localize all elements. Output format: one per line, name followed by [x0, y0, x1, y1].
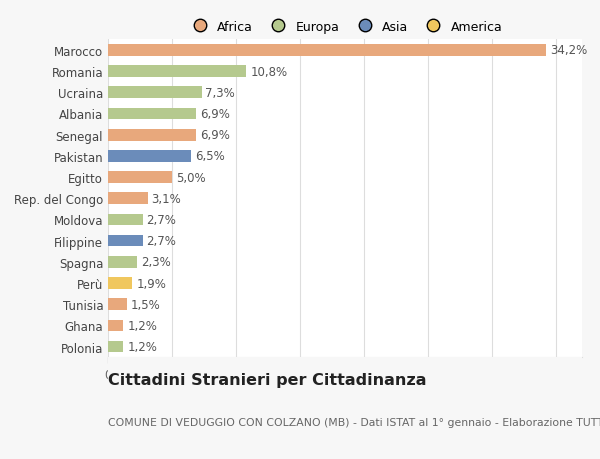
Text: 5,0%: 5,0%	[176, 171, 206, 184]
Bar	[108, 257, 137, 268]
Bar	[108, 172, 172, 184]
Text: Cittadini Stranieri per Cittadinanza: Cittadini Stranieri per Cittadinanza	[108, 372, 427, 387]
Bar	[108, 299, 127, 310]
Bar	[108, 214, 143, 226]
Text: 6,5%: 6,5%	[195, 150, 225, 163]
Bar	[108, 45, 546, 56]
Text: 1,2%: 1,2%	[127, 341, 157, 353]
Bar	[108, 193, 148, 205]
Text: 2,7%: 2,7%	[146, 213, 176, 226]
Bar	[108, 151, 191, 162]
Text: 1,5%: 1,5%	[131, 298, 161, 311]
Text: 1,9%: 1,9%	[136, 277, 166, 290]
Text: 6,9%: 6,9%	[200, 108, 230, 121]
Bar	[108, 341, 124, 353]
Text: 34,2%: 34,2%	[550, 45, 587, 57]
Text: 2,7%: 2,7%	[146, 235, 176, 247]
Text: 6,9%: 6,9%	[200, 129, 230, 142]
Bar	[108, 129, 196, 141]
Bar	[108, 87, 202, 99]
Text: 10,8%: 10,8%	[250, 66, 287, 78]
Legend: Africa, Europa, Asia, America: Africa, Europa, Asia, America	[187, 21, 503, 34]
Text: 3,1%: 3,1%	[152, 192, 181, 205]
Bar	[108, 278, 133, 289]
Bar	[108, 235, 143, 247]
Text: 7,3%: 7,3%	[205, 87, 235, 100]
Text: 2,3%: 2,3%	[142, 256, 171, 269]
Bar	[108, 320, 124, 331]
Bar	[108, 66, 247, 78]
Bar	[108, 108, 196, 120]
Text: 1,2%: 1,2%	[127, 319, 157, 332]
Text: COMUNE DI VEDUGGIO CON COLZANO (MB) - Dati ISTAT al 1° gennaio - Elaborazione TU: COMUNE DI VEDUGGIO CON COLZANO (MB) - Da…	[108, 418, 600, 427]
